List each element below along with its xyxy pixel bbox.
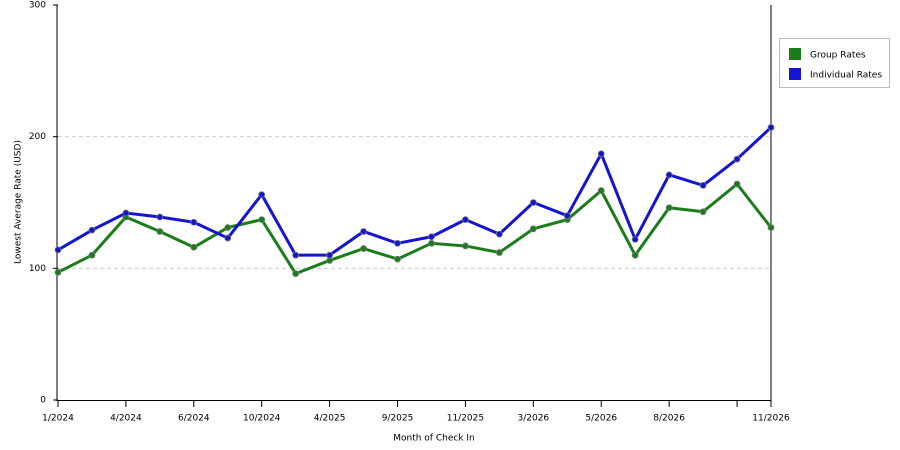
legend-label: Group Rates (810, 51, 866, 61)
data-point (631, 251, 639, 259)
x-tick-label: 11/2025 (447, 414, 484, 424)
data-point (563, 212, 571, 220)
series-line (57, 126, 773, 257)
x-tick-label: 3/2026 (517, 414, 549, 424)
data-point (665, 171, 673, 179)
data-point (394, 239, 401, 247)
data-point (394, 255, 401, 263)
data-point (54, 246, 62, 254)
data-point (597, 187, 605, 195)
y-tick-label: 100 (29, 264, 46, 274)
legend-swatch (789, 68, 801, 80)
data-point (495, 249, 503, 256)
data-point (529, 225, 537, 233)
x-tick-label: 1/2024 (42, 414, 74, 424)
data-point (326, 251, 334, 259)
data-point (224, 234, 232, 242)
data-point (767, 224, 775, 231)
data-point (190, 243, 198, 251)
legend-label: Individual Rates (810, 71, 882, 81)
data-point (699, 208, 707, 216)
data-point (462, 216, 469, 224)
x-axis-title: Month of Check In (393, 434, 475, 444)
x-tick-label: 11/2026 (752, 414, 790, 424)
data-point (88, 251, 96, 259)
y-tick-label: 300 (29, 1, 46, 11)
x-tick-label: 9/2025 (382, 414, 414, 424)
data-point (292, 270, 300, 278)
data-point (529, 199, 537, 206)
data-point (190, 218, 198, 226)
data-point (156, 228, 164, 235)
series-line (57, 182, 773, 276)
data-point (258, 191, 266, 199)
data-point (495, 230, 503, 238)
data-point (122, 209, 130, 217)
data-point (699, 181, 707, 189)
data-point (733, 180, 741, 188)
data-point (428, 239, 435, 247)
data-point (428, 233, 435, 241)
data-point (665, 204, 673, 212)
data-point (224, 224, 232, 231)
x-tick-label: 10/2024 (243, 414, 281, 424)
data-point (360, 245, 367, 252)
data-point (88, 226, 96, 234)
data-point (156, 213, 164, 221)
legend-swatch (789, 48, 801, 60)
y-axis-title: Lowest Average Rate (USD) (14, 140, 24, 264)
data-point (631, 235, 639, 243)
data-point (597, 150, 605, 158)
y-tick-label: 200 (29, 132, 46, 142)
data-point (462, 242, 469, 250)
x-tick-label: 4/2024 (110, 414, 142, 424)
data-point (292, 251, 300, 259)
data-point (767, 124, 775, 131)
x-tick-label: 5/2026 (585, 414, 617, 424)
data-point (54, 268, 62, 276)
data-point (258, 216, 266, 224)
x-tick-label: 4/2025 (314, 414, 346, 424)
x-tick-label: 8/2026 (653, 414, 685, 424)
y-tick-label: 0 (40, 396, 46, 406)
x-tick-label: 6/2024 (178, 414, 210, 424)
data-point (360, 228, 367, 235)
data-point (733, 155, 741, 163)
